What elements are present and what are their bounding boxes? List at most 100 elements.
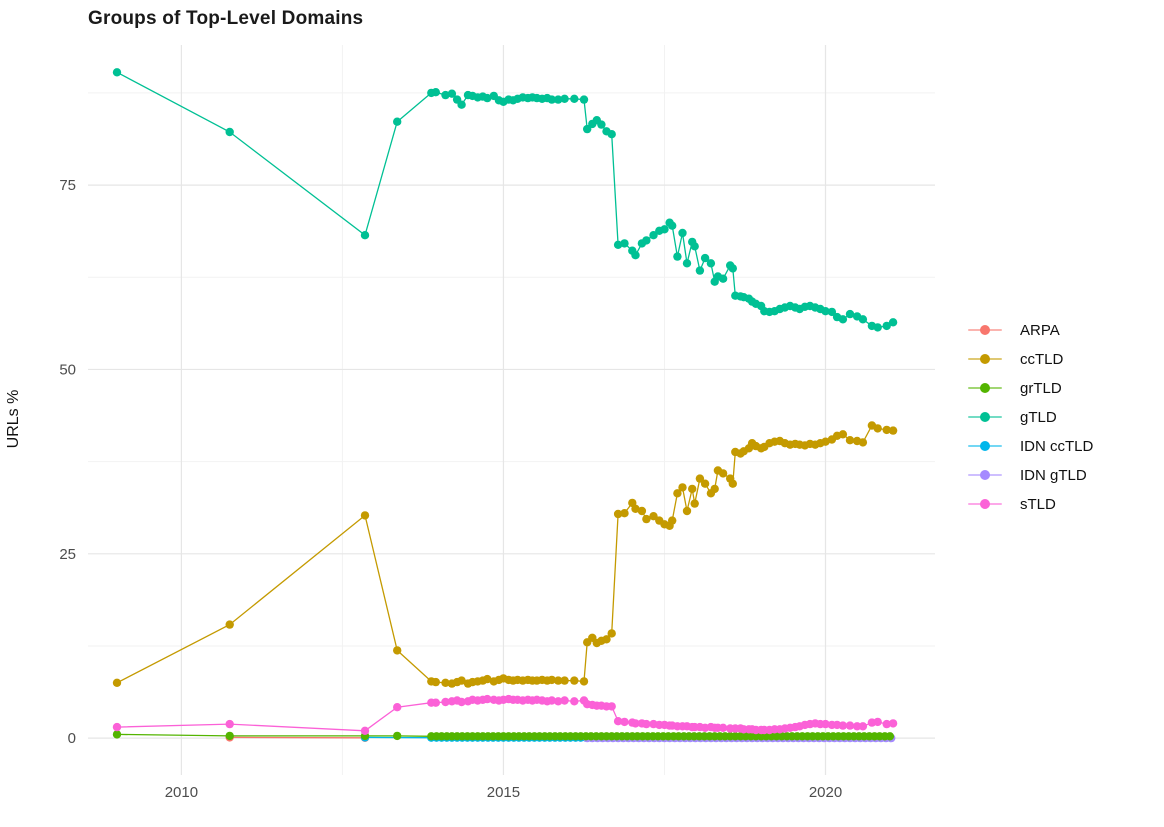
series-point-stld: [858, 722, 868, 731]
series-point-gtld: [718, 274, 728, 283]
series-point-stld: [718, 723, 728, 732]
series-line-cctld: [116, 424, 894, 685]
series-point-cctld: [225, 620, 234, 629]
legend-label: IDN ccTLD: [1020, 437, 1094, 455]
series-point-gtld: [682, 259, 692, 268]
series-point-grtld: [225, 731, 234, 741]
series-point-stld: [547, 696, 556, 705]
series-point-gtld: [483, 93, 492, 103]
series-point-cctld: [888, 426, 898, 435]
series-point-stld: [852, 722, 862, 731]
series-point-cctld: [579, 677, 589, 686]
series-point-gtld: [447, 89, 457, 98]
legend-key-dot: [980, 441, 990, 451]
x-tick-label: 2020: [809, 784, 842, 801]
series-point-gtld: [393, 117, 402, 126]
legend-key-dot: [980, 354, 990, 364]
series-point-gtld: [821, 307, 830, 316]
series-point-gtld: [431, 88, 440, 97]
legend-key-dot: [980, 383, 990, 393]
legend-item-cctld: ccTLD: [968, 349, 1093, 369]
series-point-gtld: [690, 242, 699, 251]
x-tick-label: 2010: [165, 784, 198, 801]
series-point-gtld: [547, 95, 556, 104]
series-point-cctld: [112, 678, 122, 687]
series-point-cctld: [695, 474, 705, 483]
legend-label: sTLD: [1020, 495, 1056, 513]
legend-key-icon: [968, 494, 1002, 514]
series-point-gtld: [597, 120, 606, 129]
series-point-grtld: [885, 732, 895, 741]
legend-item-idn-gtld: IDN gTLD: [968, 465, 1093, 485]
series-point-cctld: [631, 504, 640, 513]
series-point-cctld: [560, 676, 569, 685]
series-point-cctld: [441, 678, 450, 687]
series-point-cctld: [637, 506, 647, 516]
legend-item-gtld: gTLD: [968, 407, 1093, 427]
series-point-cctld: [613, 509, 623, 519]
legend-key-dot: [980, 325, 990, 335]
legend-label: IDN gTLD: [1020, 466, 1087, 484]
series-point-stld: [483, 694, 492, 704]
series-point-cctld: [700, 479, 710, 488]
legend-key-icon: [968, 436, 1002, 456]
series-point-cctld: [607, 629, 616, 638]
series-point-stld: [642, 719, 651, 729]
legend-key-icon: [968, 378, 1002, 398]
series-point-gtld: [858, 315, 868, 324]
series-point-gtld: [882, 321, 891, 331]
series-point-gtld: [642, 236, 651, 245]
x-tick-label: 2015: [487, 784, 520, 801]
legend-label: ARPA: [1020, 321, 1060, 339]
series-point-gtld: [827, 307, 837, 317]
legend-key-dot: [980, 412, 990, 422]
series-point-cctld: [710, 484, 719, 494]
legend-label: gTLD: [1020, 408, 1057, 426]
y-tick-label: 0: [68, 730, 76, 747]
series-point-cctld: [547, 675, 556, 685]
series-point-gtld: [620, 239, 629, 248]
series-point-cctld: [483, 674, 492, 684]
series-point-cctld: [728, 479, 737, 488]
series-point-cctld: [554, 676, 563, 685]
series-point-cctld: [602, 635, 611, 644]
series-point-gtld: [560, 94, 569, 104]
series-point-stld: [225, 719, 234, 729]
series-point-gtld: [695, 266, 705, 275]
series-point-gtld: [660, 225, 669, 234]
series-point-stld: [570, 697, 579, 706]
y-tick-label: 75: [59, 177, 76, 194]
series-point-gtld: [441, 90, 450, 100]
legend-item-arpa: ARPA: [968, 320, 1093, 340]
legend-item-stld: sTLD: [968, 494, 1093, 514]
series-point-stld: [631, 719, 640, 728]
series-point-cctld: [845, 436, 855, 445]
series-point-gtld: [873, 323, 882, 332]
series-point-gtld: [225, 127, 234, 137]
legend-key-dot: [980, 499, 990, 509]
series-point-cctld: [682, 506, 692, 516]
series-point-stld: [845, 721, 855, 730]
series-point-stld: [873, 717, 882, 727]
series-point-cctld: [821, 437, 830, 446]
legend-key-dot: [980, 470, 990, 480]
series-point-gtld: [583, 124, 592, 134]
series-point-cctld: [882, 425, 891, 435]
legend-key-icon: [968, 320, 1002, 340]
series-point-gtld: [838, 315, 848, 324]
series-point-stld: [620, 717, 629, 727]
legend-item-idn-cctld: IDN ccTLD: [968, 436, 1093, 456]
series-point-cctld: [668, 516, 677, 525]
series-point-stld: [112, 722, 122, 732]
series-point-gtld: [700, 253, 710, 263]
series-point-gtld: [631, 251, 640, 260]
legend: ARPA ccTLD grTLD gTLD IDN ccTLD IDN gTLD sTLD: [968, 320, 1093, 514]
series-point-grtld: [393, 731, 402, 741]
series-point-cctld: [431, 677, 440, 687]
series-point-cctld: [858, 438, 868, 447]
series-point-gtld: [112, 68, 122, 77]
series-point-gtld: [668, 221, 677, 230]
series-point-grtld: [112, 730, 122, 739]
series-point-gtld: [360, 231, 370, 240]
